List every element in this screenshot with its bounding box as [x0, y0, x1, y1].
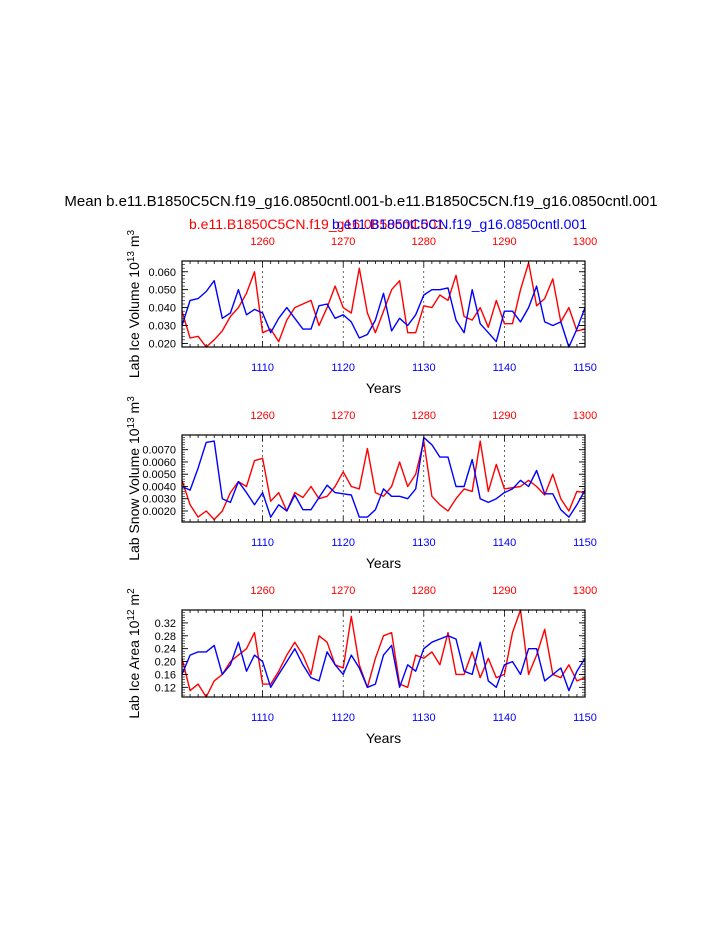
x-tick-label-top: 1280 [412, 236, 436, 248]
y-tick-label: 0.060 [148, 267, 176, 279]
x-tick-label-bottom: 1110 [251, 362, 274, 374]
y-tick-label: 0.0030 [142, 494, 176, 506]
x-tick-label-top: 1300 [573, 585, 597, 597]
x-tick-label-bottom: 1120 [331, 537, 355, 549]
x-tick-label-bottom: 1130 [412, 712, 436, 724]
series-line-blue [181, 436, 586, 518]
x-tick-label-top: 1290 [492, 410, 516, 422]
x-tick-label-top: 1270 [331, 585, 355, 597]
x-tick-label-top: 1300 [573, 410, 597, 422]
series-line-red [181, 609, 586, 698]
legend-blue: b.e11.B1850C5CN.f19_g16.0850cntl.001 [332, 216, 587, 232]
x-tick-label-bottom: 1110 [251, 712, 274, 724]
x-axis-title: Years [366, 730, 401, 746]
y-tick-label: 0.040 [148, 303, 176, 315]
x-tick-label-top: 1270 [331, 410, 355, 422]
x-tick-label-bottom: 1150 [573, 362, 597, 374]
x-tick-label-top: 1260 [250, 410, 274, 422]
series-line-blue [181, 280, 586, 348]
y-tick-label: 0.050 [148, 285, 176, 297]
series-line-blue [181, 635, 586, 692]
y-axis-title: Lab Ice Volume 1013 m3 [126, 229, 142, 378]
y-tick-label: 0.12 [155, 682, 176, 694]
series-line-red [181, 440, 586, 521]
y-tick-label: 0.32 [155, 618, 176, 630]
y-tick-label: 0.28 [155, 631, 176, 643]
x-tick-label-bottom: 1120 [331, 362, 355, 374]
y-tick-label: 0.0040 [142, 481, 176, 493]
x-tick-label-top: 1290 [492, 585, 516, 597]
y-tick-label: 0.020 [148, 338, 176, 350]
panels: 0.020 0.030 0.040 0.050 0.060 1110 1120 1130 114… [126, 229, 597, 746]
x-axis-title: Years [366, 555, 401, 571]
x-tick-label-top: 1260 [250, 236, 274, 248]
x-tick-label-bottom: 1140 [493, 537, 517, 549]
x-tick-label-top: 1280 [412, 585, 436, 597]
figure-title: Mean b.e11.B1850C5CN.f19_g16.0850cntl.00… [64, 193, 657, 210]
y-tick-label: 0.030 [148, 321, 176, 333]
x-tick-label-bottom: 1120 [331, 712, 355, 724]
x-tick-label-top: 1280 [412, 410, 436, 422]
x-tick-label-bottom: 1130 [412, 362, 436, 374]
x-tick-label-bottom: 1110 [251, 537, 274, 549]
y-axis-title: Lab Ice Area 1012 m2 [126, 588, 142, 719]
plot-frame [181, 434, 586, 523]
x-tick-label-bottom: 1140 [493, 712, 517, 724]
y-tick-label: 0.24 [155, 644, 176, 656]
y-tick-label: 0.20 [155, 657, 176, 669]
x-tick-label-bottom: 1130 [412, 537, 436, 549]
x-tick-label-bottom: 1140 [493, 362, 517, 374]
series-line-red [181, 262, 586, 348]
legend-red: b.e11.B1850C5CN.f19_g16.0850cntl.001 [189, 216, 444, 232]
y-tick-label: 0.16 [155, 669, 176, 681]
plot-frame [181, 609, 586, 698]
y-tick-label: 0.0020 [142, 506, 176, 518]
y-tick-label: 0.0070 [142, 445, 176, 457]
y-tick-label: 0.0060 [142, 457, 176, 469]
x-tick-label-top: 1300 [573, 236, 597, 248]
chart-panel-1: 0.020 0.030 0.040 0.050 0.060 1110 1120 1130 114… [126, 229, 597, 396]
y-tick-label: 0.0050 [142, 469, 176, 481]
y-axis-title: Lab Snow Volume 1013 m3 [126, 396, 142, 561]
x-axis-title: Years [366, 380, 401, 396]
x-tick-label-bottom: 1150 [573, 537, 597, 549]
chart-panel-3: 0.120.160.200.240.280.32 1110 1120 1130 1140… [126, 585, 597, 746]
x-tick-label-top: 1270 [331, 236, 355, 248]
x-tick-label-bottom: 1150 [573, 712, 597, 724]
x-tick-label-top: 1260 [250, 585, 274, 597]
x-tick-label-top: 1290 [492, 236, 516, 248]
